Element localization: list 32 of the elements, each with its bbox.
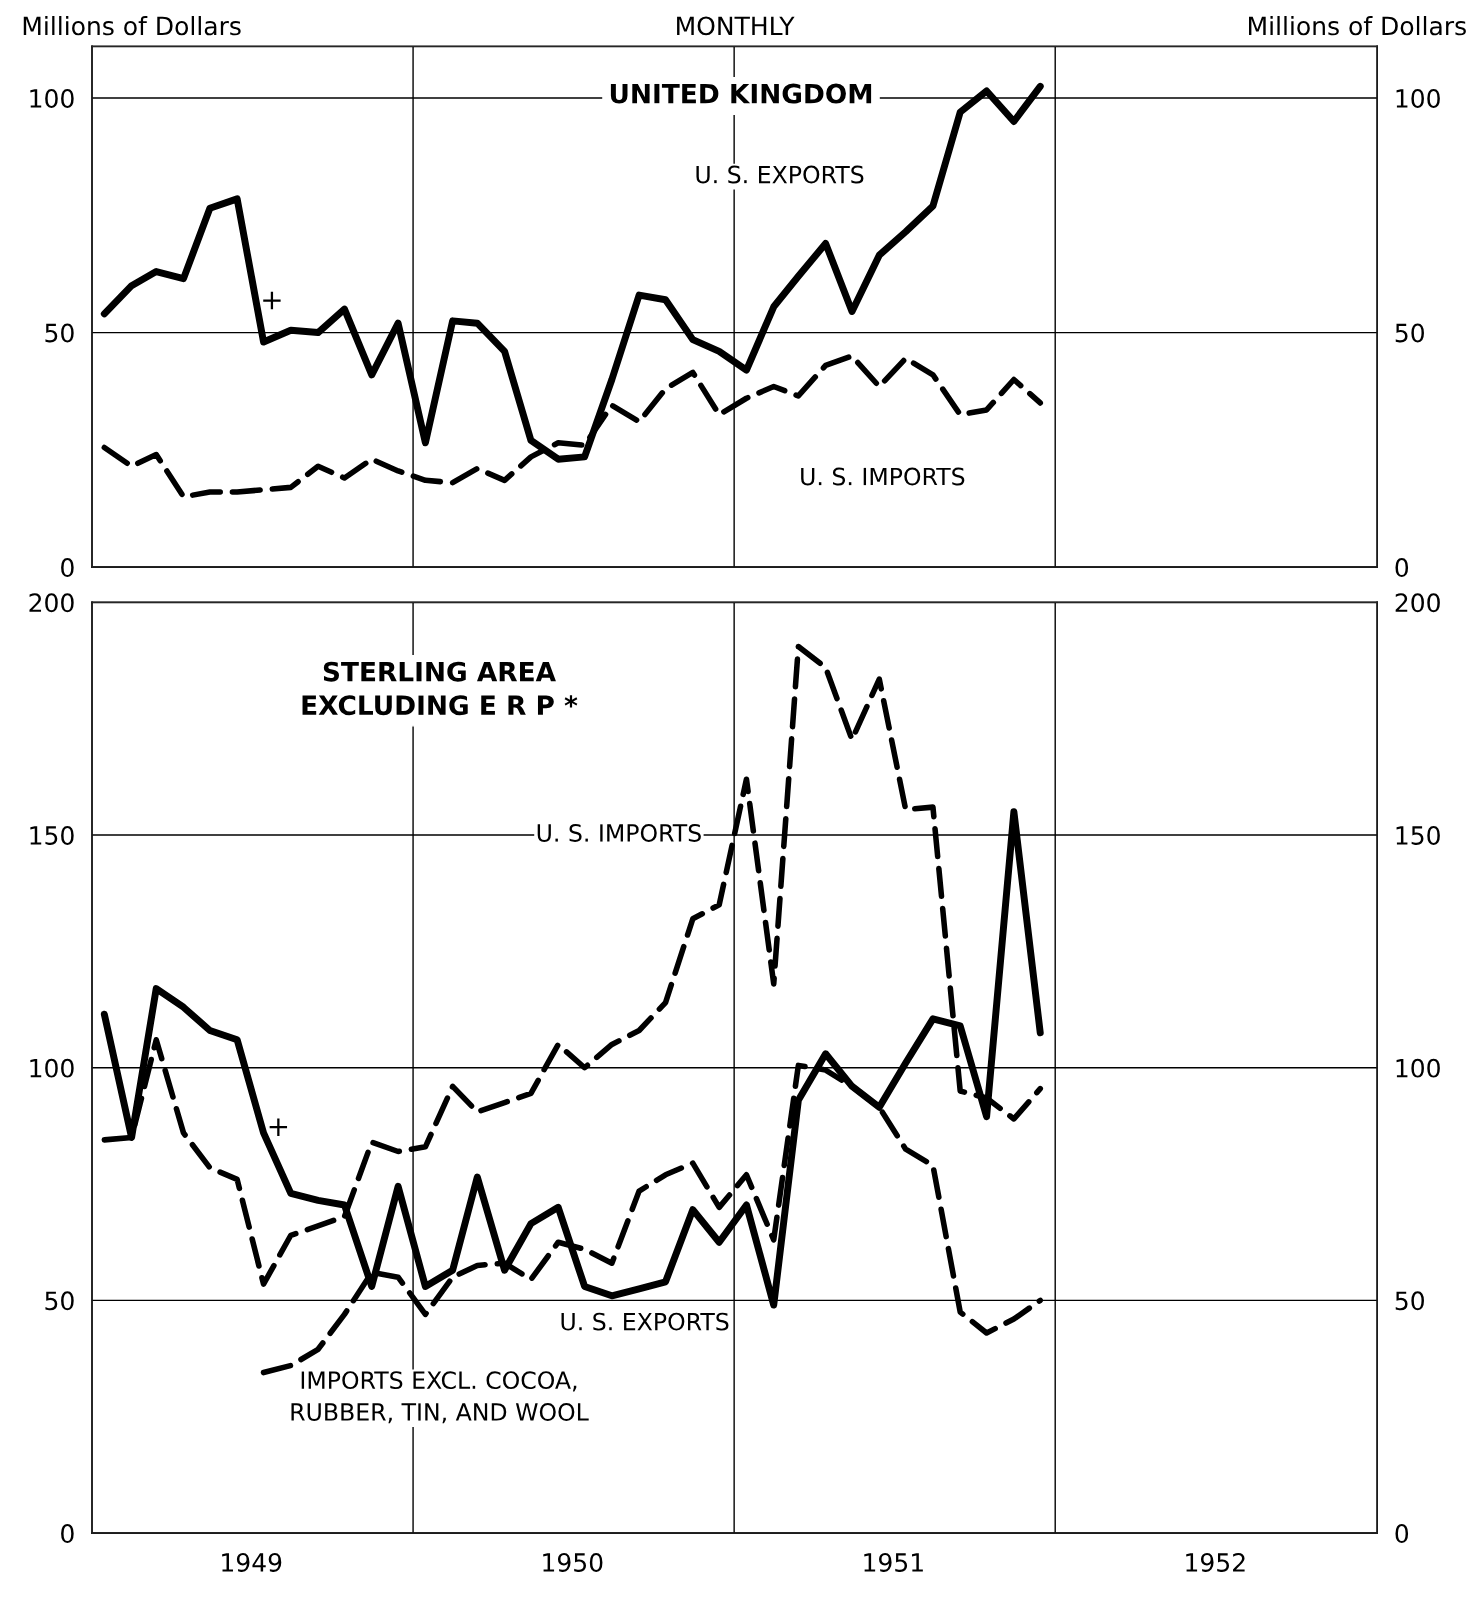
y-tick-label: 100 bbox=[30, 1058, 74, 1078]
y-tick-label: 150 bbox=[30, 825, 74, 845]
text: STERLING AREA EXCLUDING E R P * bbox=[302, 661, 578, 716]
x-tick-label: 1950 bbox=[543, 1553, 603, 1572]
y2-tick-label: 150 bbox=[1396, 825, 1440, 845]
y2-tick-label: 200 bbox=[1395, 593, 1440, 613]
y2-axis-title: Millions of Dollars bbox=[1249, 16, 1466, 36]
annotation: + bbox=[269, 1118, 288, 1136]
y2-tick-label: 100 bbox=[1396, 1058, 1440, 1078]
y2-tick-label: 50 bbox=[1395, 1291, 1424, 1311]
x-tick-label: 1951 bbox=[864, 1553, 923, 1572]
text: U. S. EXPORTS bbox=[696, 165, 864, 184]
y2-tick-label: 50 bbox=[1395, 323, 1424, 343]
x-tick-label: 1949 bbox=[222, 1553, 282, 1572]
y-tick-label: 0 bbox=[61, 558, 74, 577]
x-tick-label: 1952 bbox=[1186, 1553, 1245, 1572]
series-label: U. S. EXPORTS bbox=[561, 1312, 729, 1331]
series-label: IMPORTS EXCL. COCOA, RUBBER, TIN, AND WOOL bbox=[291, 1371, 589, 1424]
y-axis-title: Millions of Dollars bbox=[23, 16, 241, 36]
y2-tick-label: 0 bbox=[1395, 558, 1409, 577]
y-tick-label: 0 bbox=[61, 1524, 74, 1543]
annotation: + bbox=[263, 291, 281, 310]
y-tick-label: 50 bbox=[45, 1291, 74, 1311]
y2-tick-label: 0 bbox=[1395, 1524, 1409, 1543]
y-tick-label: 50 bbox=[45, 323, 74, 343]
y2-tick-label: 100 bbox=[1396, 89, 1440, 108]
series-label: U. S. IMPORTS bbox=[537, 824, 701, 842]
y-tick-label: 200 bbox=[29, 593, 74, 613]
chart-subtitle: MONTHLY bbox=[677, 16, 795, 36]
text: UNITED KINGDOM bbox=[610, 83, 872, 104]
text: U. S. IMPORTS bbox=[801, 467, 965, 486]
y-tick-label: 100 bbox=[30, 89, 74, 108]
